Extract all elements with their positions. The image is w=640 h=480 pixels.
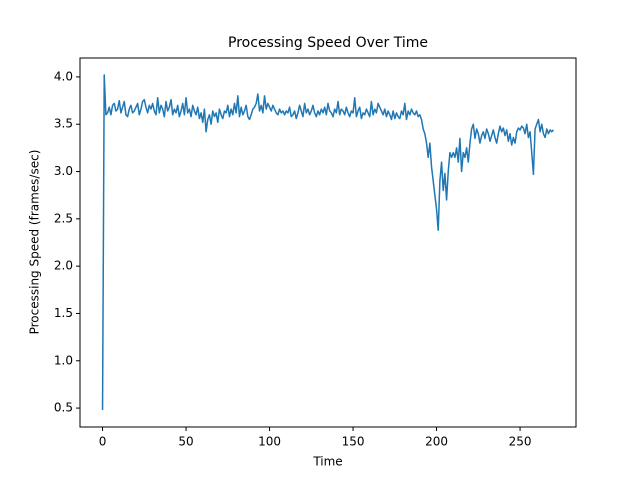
y-tick-label: 2.0 (54, 259, 73, 273)
plot-frame (79, 57, 577, 428)
x-tick-label: 50 (178, 435, 193, 449)
x-tick-label: 200 (425, 435, 448, 449)
chart-title: Processing Speed Over Time (228, 35, 428, 51)
y-tick-label: 0.5 (54, 401, 73, 415)
x-axis-label: Time (312, 455, 342, 469)
y-tick-label: 3.0 (54, 164, 73, 178)
x-tick-label: 100 (258, 435, 281, 449)
y-tick-label: 3.5 (54, 117, 73, 131)
x-tick-label: 150 (342, 435, 365, 449)
y-tick-label: 1.5 (54, 306, 73, 320)
y-axis-label: Processing Speed (frames/sec) (28, 150, 42, 335)
x-tick-label: 0 (99, 435, 107, 449)
y-tick-label: 4.0 (54, 69, 73, 83)
data-line (101, 74, 555, 410)
x-tick-label: 250 (509, 435, 532, 449)
y-tick-label: 1.0 (54, 353, 73, 367)
y-tick-label: 2.5 (54, 211, 73, 225)
